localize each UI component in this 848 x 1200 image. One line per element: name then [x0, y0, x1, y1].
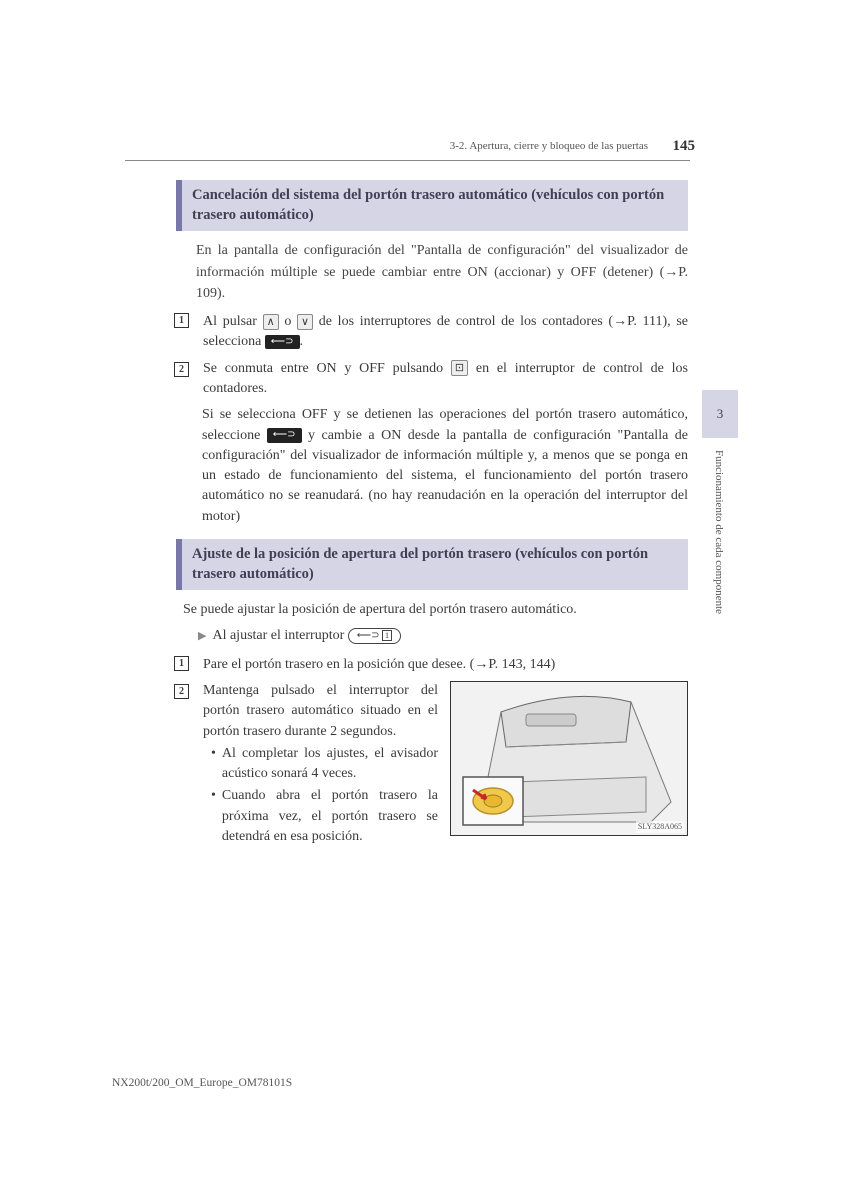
step-number-box: 2 — [174, 362, 189, 377]
triangle-bullet-icon: ▶ — [198, 630, 206, 642]
section1-step-2: 2 Se conmuta entre ON y OFF pulsando ⊡ e… — [178, 359, 688, 400]
chapter-label: Funcionamiento de cada componente — [710, 450, 726, 710]
step-text: Pare el portón trasero en la posición qu… — [203, 653, 688, 675]
section2-step-1: 1 Pare el portón trasero en la posición … — [178, 653, 688, 675]
step-number-box: 1 — [174, 656, 189, 671]
step-text: Al pulsar ∧ o ∨ de los interruptores de … — [203, 310, 688, 353]
section2-subhead: ▶Al ajustar el interruptor ⟵⊃ 1 — [198, 626, 688, 646]
section2-step-2: 2 Mantenga pulsado el interruptor del po… — [178, 681, 688, 849]
switch-icon: ⟵⊃ 1 — [348, 628, 401, 644]
bullet-dot-icon: • — [211, 786, 216, 847]
section1-intro: En la pantalla de configuración del "Pan… — [196, 241, 688, 304]
section2-intro: Se puede ajustar la posición de apertura… — [183, 600, 688, 620]
step2-bullet-2: • Cuando abra el portón trasero la próxi… — [211, 786, 438, 847]
step2-row: Mantenga pulsado el interruptor del port… — [203, 681, 688, 849]
page-content: Cancelación del sistema del portón trase… — [178, 180, 688, 855]
step-text: Se conmuta entre ON y OFF pulsando ⊡ en … — [203, 359, 688, 400]
section-heading-1: Cancelación del sistema del portón trase… — [176, 180, 688, 231]
section1-step-1: 1 Al pulsar ∧ o ∨ de los interruptores d… — [178, 310, 688, 353]
section-heading-2: Ajuste de la posición de apertura del po… — [176, 539, 688, 590]
section1-note: Si se selecciona OFF y se detienen las o… — [202, 405, 688, 527]
tailgate-svg — [451, 682, 688, 836]
step-number-box: 1 — [174, 313, 189, 328]
bullet-dot-icon: • — [211, 744, 216, 785]
car-icon: ⟵⊃ — [267, 428, 302, 443]
up-arrow-icon: ∧ — [263, 314, 279, 330]
step2-main-text: Mantenga pulsado el interruptor del port… — [203, 681, 438, 742]
step-number-box: 2 — [174, 684, 189, 699]
car-icon: ⟵⊃ — [265, 335, 300, 350]
page-number: 145 — [673, 136, 696, 158]
figure-label: SLY328A065 — [636, 821, 684, 833]
chapter-tab: 3 — [702, 390, 738, 438]
header-rule — [125, 160, 690, 161]
footer-text: NX200t/200_OM_Europe_OM78101S — [112, 1075, 292, 1092]
step2-text-col: Mantenga pulsado el interruptor del port… — [203, 681, 438, 849]
step2-bullet-1: • Al completar los ajustes, el avisador … — [211, 744, 438, 785]
tailgate-figure: SLY328A065 — [450, 681, 688, 836]
down-arrow-icon: ∨ — [297, 314, 313, 330]
section-label: 3-2. Apertura, cierre y bloqueo de las p… — [450, 139, 648, 155]
screen-icon: ⊡ — [451, 360, 468, 376]
